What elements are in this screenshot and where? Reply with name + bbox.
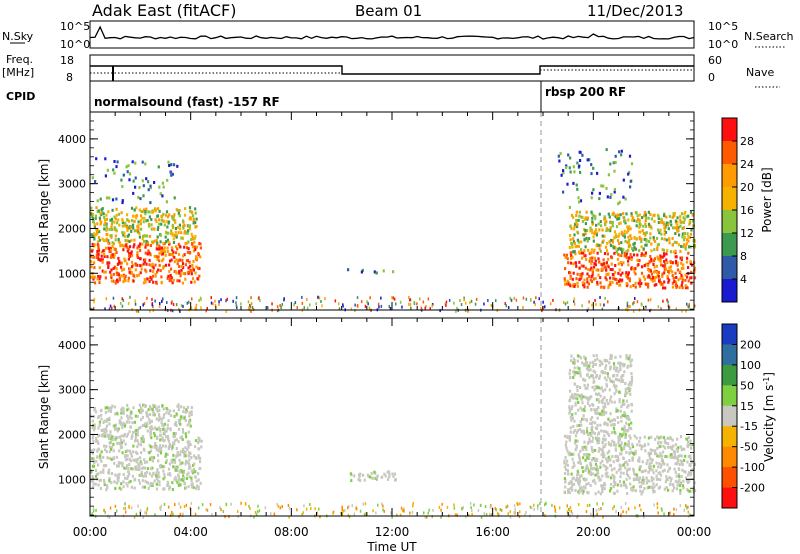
beam-title: Beam 01 [355,2,422,20]
colorbar-tick-label: 16 [740,204,754,217]
power-scatter [90,148,697,313]
nsky-tick-top: 10^5 [60,20,90,33]
x-tick-label: 04:00 [173,525,208,539]
power-colorbar-label: Power [dB] [760,167,774,232]
colorbar-swatch [722,324,737,345]
cpid-segment-1: normalsound (fast) -157 RF [94,95,280,109]
cpid-label: CPID [6,90,35,103]
colorbar-tick-label: -50 [740,441,758,454]
power-colorbar: 28 24 20 16 12 8 4 [721,117,754,303]
colorbar-swatch [722,187,737,211]
y-tick-label: 3000 [58,384,86,397]
echo-region [347,268,395,275]
x-tick-label: 00:00 [73,525,108,539]
echo-region [90,403,193,438]
freq-unit: [MHz] [2,66,34,79]
station-title: Adak East (fitACF) [92,1,236,20]
echo-region [91,157,179,205]
nsearch-tick-bottom: 10^0 [708,38,738,51]
nsky-series [89,25,695,40]
colorbar-swatch [722,487,737,509]
echo-region [90,206,198,245]
colorbar-tick-label: 20 [740,181,754,194]
nsearch-tick-top: 10^5 [708,20,738,33]
colorbar-tick-label: 15 [740,400,754,413]
freq-tick-bottom: 8 [66,71,73,84]
x-tick-label: 20:00 [576,525,611,539]
nsky-tick-bottom: 10^0 [60,38,90,51]
power-ylabel: Slant Range [km] [37,159,51,263]
colorbar-swatch [722,426,737,448]
y-tick-label: 4000 [58,133,86,146]
x-tick-label: 12:00 [375,525,410,539]
nsky-panel: N.Sky 10^5 10^0 10^5 10^0 N.Search [2,20,794,51]
echo-region [568,210,697,254]
freq-tick-top: 18 [60,54,74,67]
colorbar-tick-label: 24 [740,158,754,171]
colorbar-tick-label: 100 [740,359,761,372]
colorbar-swatch [722,210,737,234]
x-tick-label: 00:00 [677,525,712,539]
echo-region [563,434,697,496]
colorbar-tick-label: 12 [740,227,754,240]
power-panel: 1000 2000 3000 4000 Slant Range [km] 28 24 20… [37,111,774,313]
y-tick-label: 4000 [58,339,86,352]
colorbar-swatch [722,256,737,280]
colorbar-tick-label: 8 [740,250,747,263]
echo-region [90,241,202,285]
y-tick-label: 1000 [58,473,86,486]
echo-region [90,434,203,492]
colorbar-swatch [722,164,737,188]
velocity-ylabel: Slant Range [km] [37,365,51,469]
colorbar-tick-label: -200 [740,482,765,495]
nave-tick-bottom: 0 [708,71,715,84]
echo-region [557,148,634,209]
cpid-segment-2: rbsp 200 RF [545,85,626,99]
colorbar-swatch [722,233,737,257]
colorbar-tick-label: 4 [740,273,747,286]
cpid-row: CPID normalsound (fast) -157 RF rbsp 200… [6,81,626,112]
nsky-label: N.Sky [2,30,34,43]
colorbar-swatch [722,405,737,427]
y-tick-label: 1000 [58,267,86,280]
velocity-colorbar: 200 100 50 15 -15 -50 -100 -200 [721,323,765,509]
colorbar-tick-label: 28 [740,135,754,148]
power-axes: 1000 2000 3000 4000 [58,112,695,310]
nave-label: Nave [746,66,774,79]
date-title: 11/Dec/2013 [587,2,683,20]
colorbar-tick-label: -15 [740,420,758,433]
nsearch-label: N.Search [744,30,794,43]
y-tick-label: 2000 [58,428,86,441]
nave-series [90,69,694,75]
velocity-scatter [90,353,697,519]
x-axis-label: Time UT [366,540,417,554]
colorbar-tick-label: 50 [740,379,754,392]
velocity-axes: 1000 2000 3000 4000 00:00 04:00 08:00 12:00 16:0… [58,318,711,539]
velocity-colorbar-label: Velocity [m s-1] [762,372,777,462]
freq-label: Freq. [6,53,33,66]
colorbar-swatch [722,385,737,407]
echo-region [563,251,697,290]
freq-series [90,65,694,75]
velocity-panel: 1000 2000 3000 4000 00:00 04:00 08:00 12:00 16:0… [37,317,777,539]
colorbar-tick-label: -100 [740,461,765,474]
colorbar-tick-label: 200 [740,338,761,351]
echo-region [568,353,634,438]
colorbar-swatch [722,279,737,303]
freq-panel: Freq. [MHz] 18 8 60 0 Nave [2,53,780,88]
colorbar-swatch [722,141,737,165]
colorbar-swatch [722,446,737,468]
colorbar-swatch [722,364,737,386]
colorbar-swatch [722,118,737,142]
colorbar-swatch [722,344,737,366]
colorbar-swatch [722,467,737,489]
y-tick-label: 3000 [58,178,86,191]
nave-tick-top: 60 [708,54,722,67]
echo-region [349,470,397,483]
x-tick-label: 16:00 [475,525,510,539]
x-tick-label: 08:00 [274,525,309,539]
y-tick-label: 2000 [58,222,86,235]
